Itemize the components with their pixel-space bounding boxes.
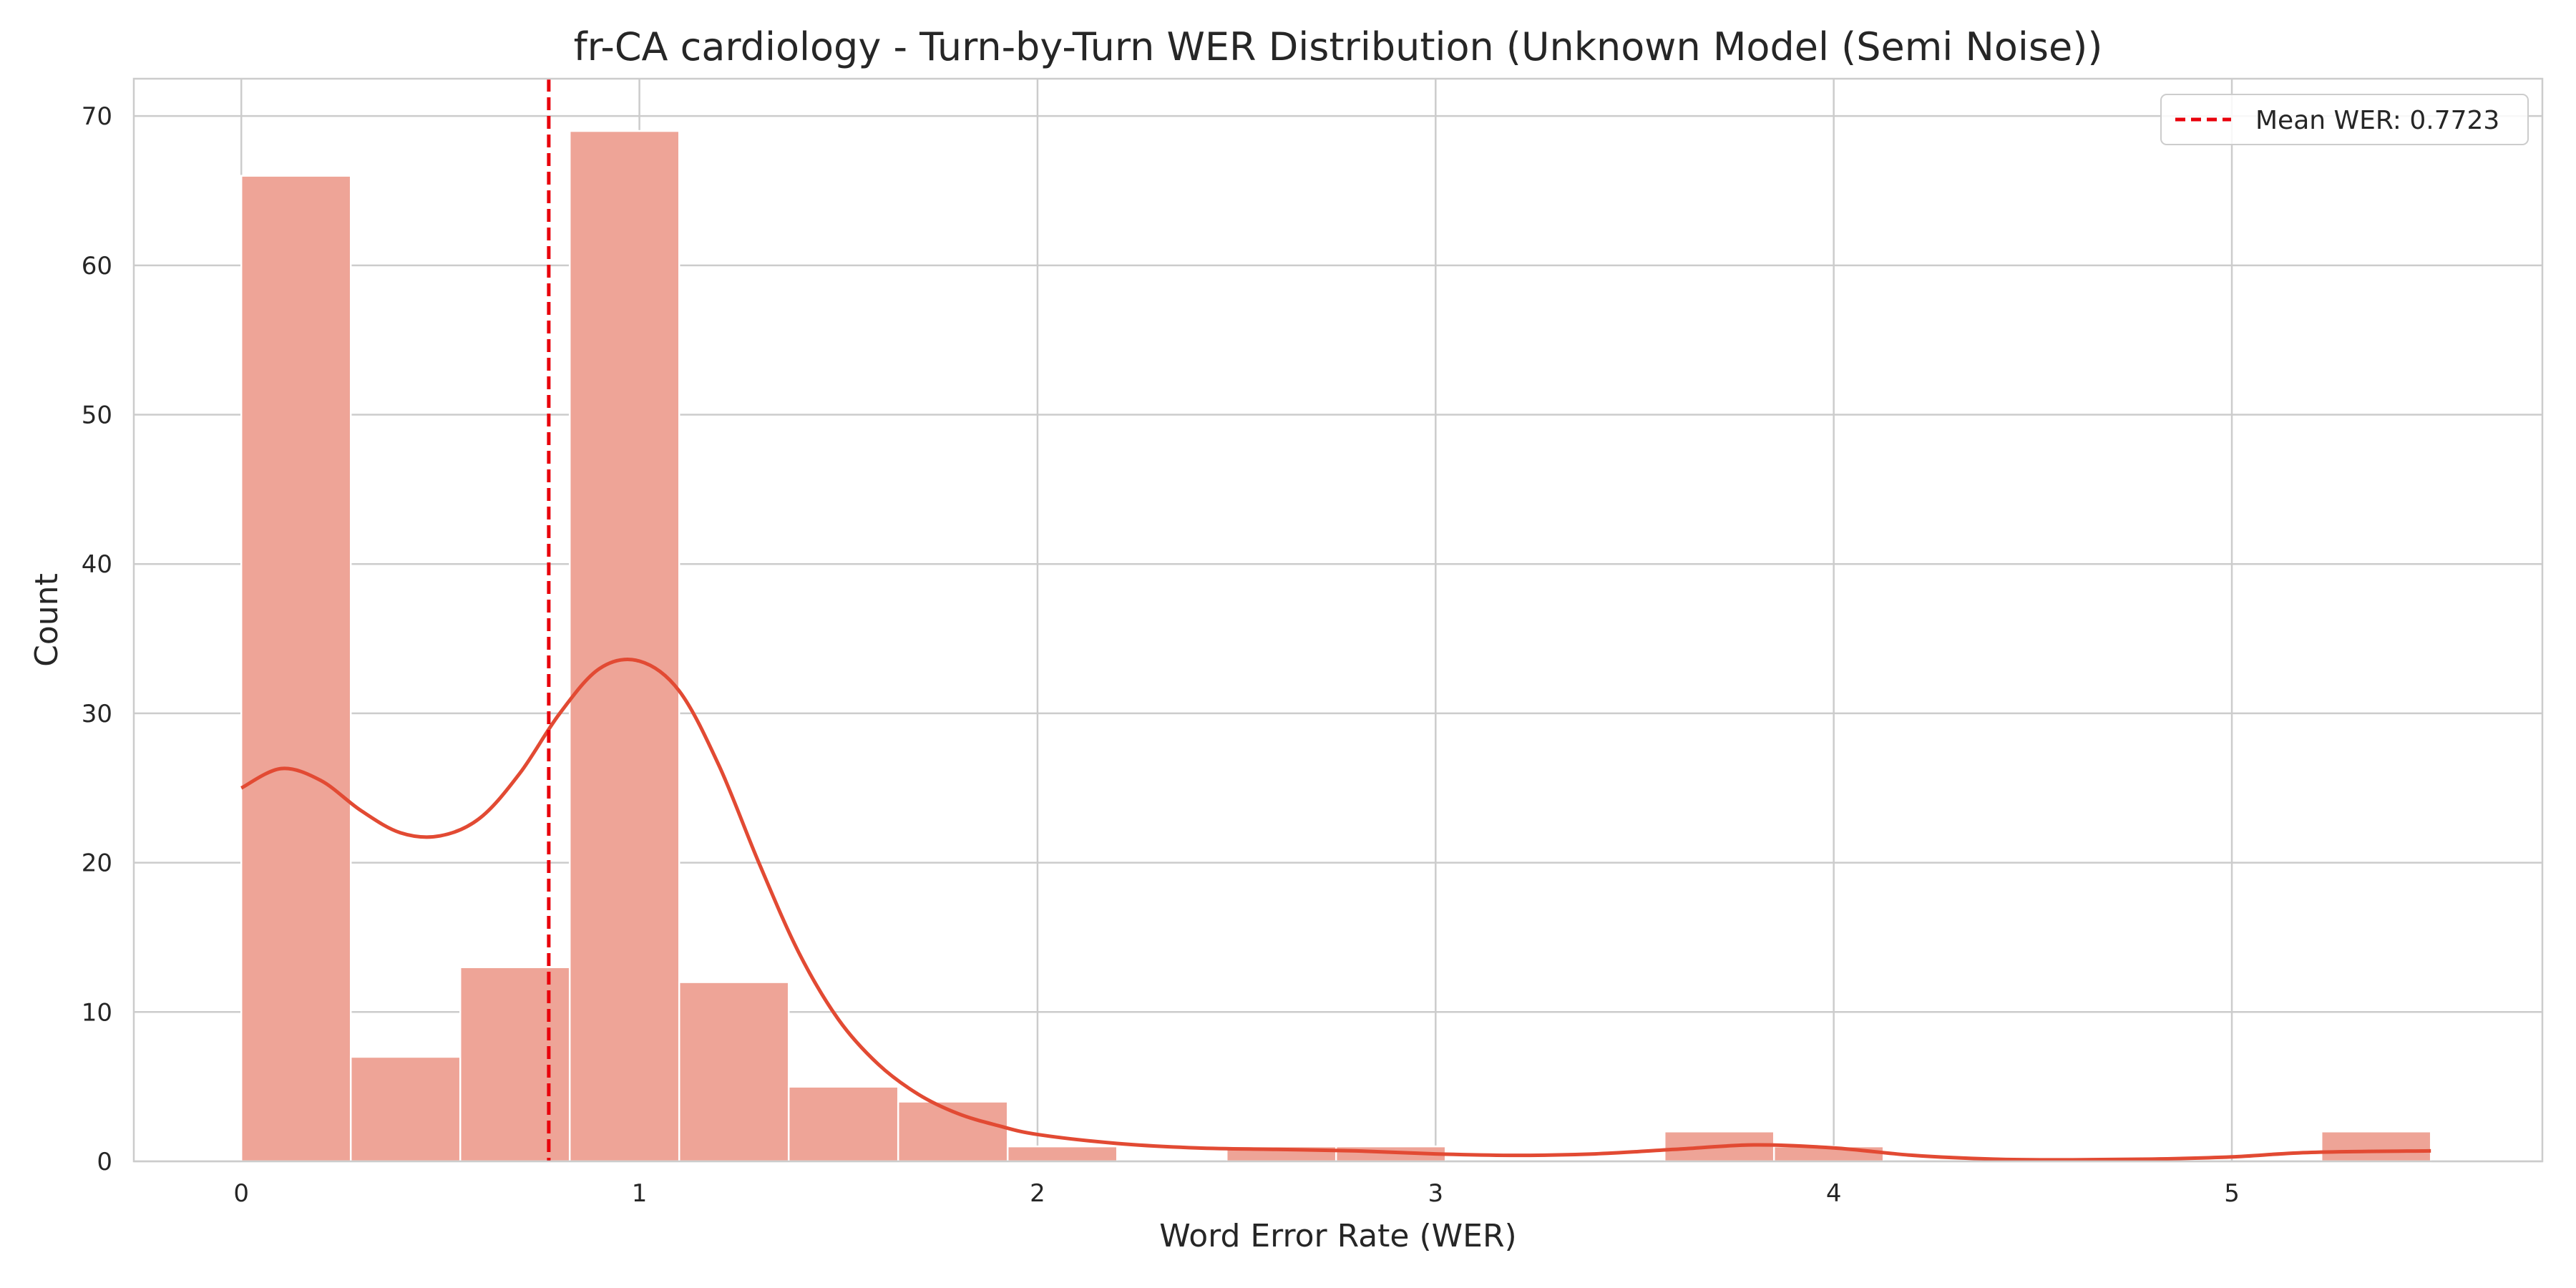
x-tick-label: 2 [1030, 1179, 1045, 1208]
x-tick-label: 1 [632, 1179, 648, 1208]
kde-curve [240, 658, 2431, 1162]
y-tick-label: 10 [82, 998, 112, 1027]
y-axis-label: Count [29, 573, 65, 667]
y-tick-labels: 0 10 20 30 40 50 60 70 [82, 102, 112, 1176]
histogram-bar [459, 966, 571, 1163]
histogram-bar [568, 130, 680, 1163]
histogram-bar [897, 1101, 1009, 1163]
x-axis-label: Word Error Rate (WER) [1159, 1218, 1516, 1254]
histogram-bar [1006, 1145, 1118, 1163]
histogram-bar [2320, 1131, 2432, 1163]
legend: Mean WER: 0.7723 [2160, 94, 2529, 145]
y-tick-label: 60 [82, 252, 112, 280]
x-tick-label: 4 [1826, 1179, 1842, 1208]
plot-frame [132, 77, 2544, 1163]
histogram-bar [240, 175, 352, 1163]
histogram-bar [787, 1085, 899, 1163]
y-tick-label: 40 [82, 550, 112, 579]
y-tick-label: 50 [82, 401, 112, 430]
legend-mean-label: Mean WER: 0.7723 [2255, 106, 2499, 135]
x-tick-label: 0 [233, 1179, 249, 1208]
histogram-bar [678, 981, 790, 1163]
legend-box [2160, 94, 2529, 145]
histogram-bars [240, 130, 2432, 1163]
y-tick-label: 0 [97, 1148, 112, 1176]
y-tick-label: 70 [82, 102, 112, 131]
y-tick-label: 30 [82, 700, 112, 728]
y-tick-label: 20 [82, 849, 112, 878]
chart-title: fr-CA cardiology - Turn-by-Turn WER Dist… [574, 24, 2103, 69]
x-tick-label: 3 [1428, 1179, 1443, 1208]
histogram-bar [349, 1055, 462, 1163]
x-tick-labels: 0 1 2 3 4 5 [233, 1179, 2239, 1208]
x-tick-label: 5 [2224, 1179, 2240, 1208]
kde-curve-layer [240, 658, 2431, 1162]
